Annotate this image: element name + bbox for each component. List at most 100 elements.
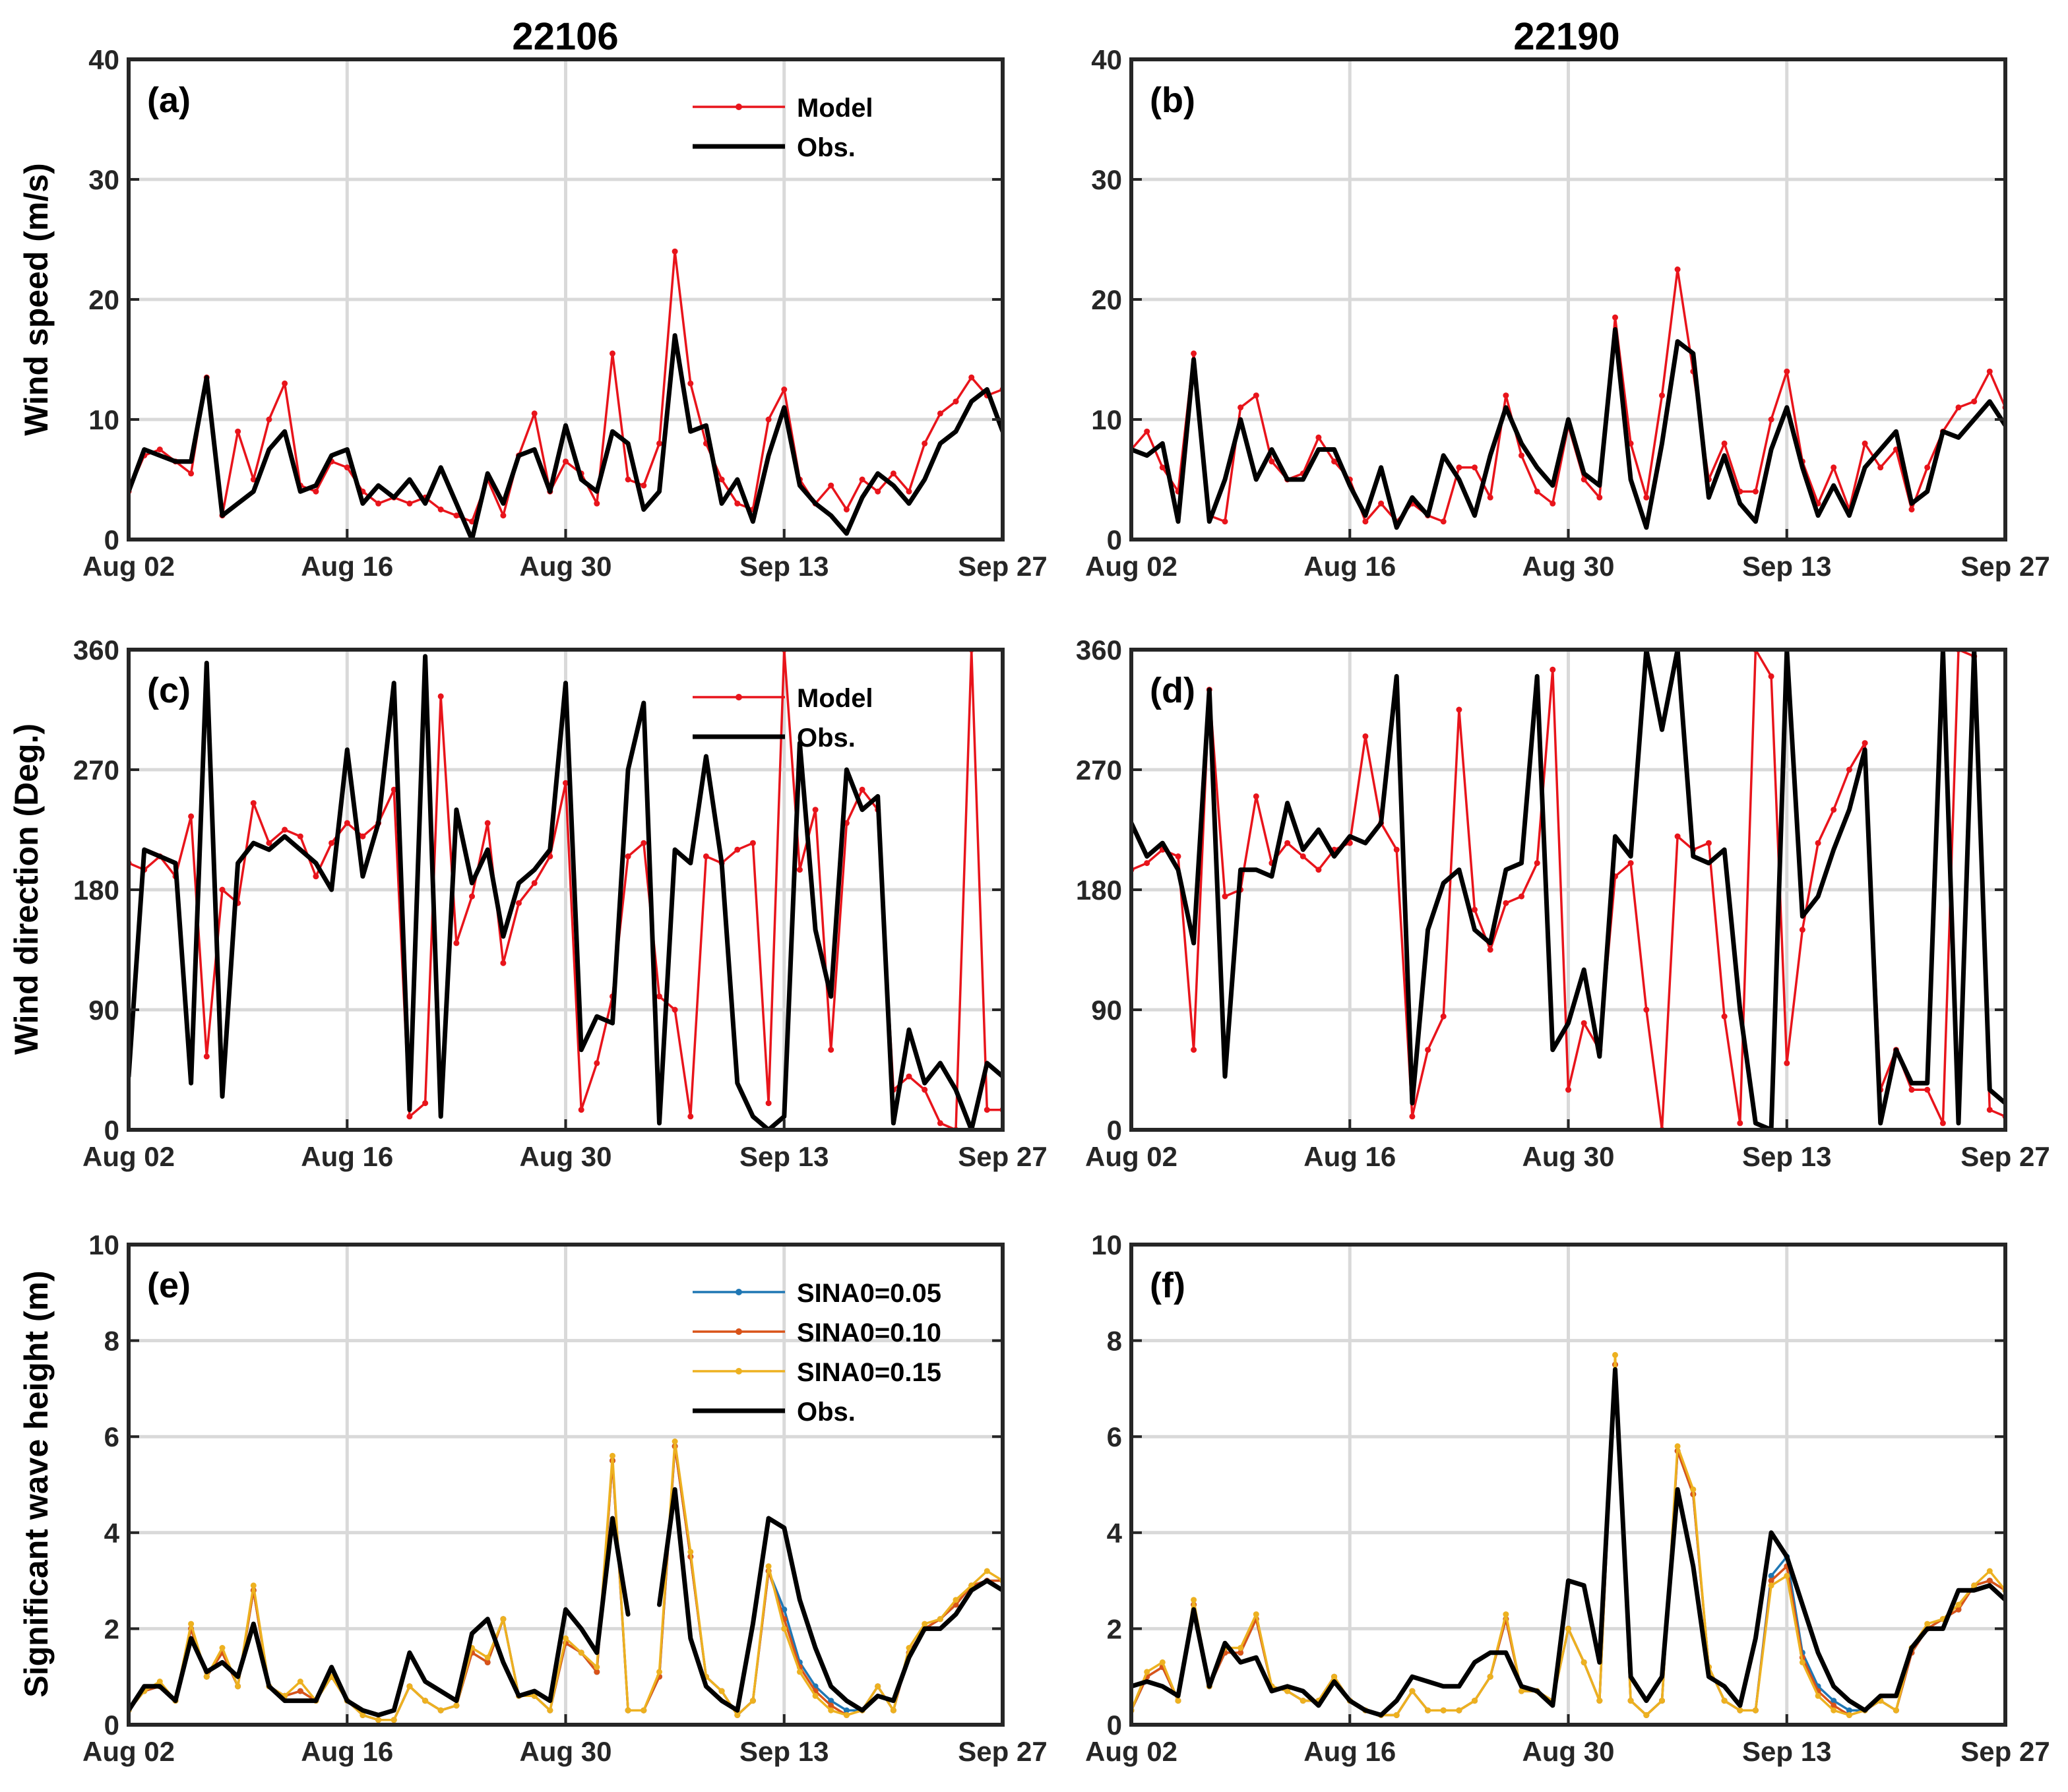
data-point-model (984, 1107, 990, 1113)
data-point-sina0-0-15 (625, 1707, 631, 1714)
data-point-sina0-0-10 (1955, 1606, 1962, 1613)
data-point-sina0-0-15 (1159, 1659, 1166, 1665)
legend-label-sina0-0-10: SINA0=0.10 (797, 1318, 941, 1347)
data-point-sina0-0-15 (796, 1669, 803, 1675)
data-point-sina0-0-15 (453, 1702, 460, 1709)
data-point-model (594, 500, 600, 507)
x-tick-label: Aug 02 (82, 1141, 175, 1172)
data-point-sina0-0-15 (1175, 1698, 1181, 1704)
data-point-model (843, 507, 850, 512)
y-tick-label: 4 (1107, 1518, 1123, 1549)
data-point-sina0-0-15 (922, 1621, 928, 1627)
data-point-model (1519, 893, 1524, 900)
data-point-model (765, 1100, 772, 1107)
data-point-model (937, 410, 943, 417)
data-point-model (1534, 860, 1540, 867)
data-point-model (1238, 404, 1244, 411)
data-point-model (594, 1060, 600, 1066)
x-tick-label: Aug 02 (1085, 551, 1177, 582)
data-point-model (625, 476, 631, 483)
data-point-sina0-0-15 (484, 1654, 491, 1661)
series-layer (129, 248, 1003, 540)
data-point-model (968, 374, 975, 381)
data-point-sina0-0-15 (1659, 1698, 1665, 1704)
ylabel-significant-wave-height: Significant wave height (m) (18, 1270, 55, 1697)
data-point-model (687, 380, 694, 386)
data-point-model (188, 813, 195, 820)
data-point-sina0-0-15 (1253, 1611, 1259, 1618)
panel-c-wind-direction-22106: 0 90 180 270 360 Aug 02 Aug 16 Aug 30 Sep 13 Sep … (73, 634, 1048, 1172)
y-tick-label: 360 (1076, 634, 1122, 665)
data-point-model (531, 880, 538, 886)
data-point-model (1955, 404, 1962, 411)
data-point-model (672, 248, 678, 255)
data-point-model (469, 893, 475, 900)
data-point-sina0-0-15 (391, 1717, 397, 1723)
data-point-model (1175, 853, 1181, 859)
data-point-model (1581, 1020, 1587, 1026)
data-point-model (437, 693, 444, 700)
column-title-22106: 22106 (512, 15, 618, 58)
data-point-model (1565, 1086, 1571, 1093)
data-point-model (1159, 464, 1166, 471)
data-point-model (1487, 946, 1493, 953)
data-point-model (1674, 266, 1681, 272)
data-point-model (656, 440, 662, 447)
y-tick-label: 20 (1091, 284, 1122, 315)
data-point-model (469, 518, 475, 525)
data-point-sina0-0-15 (828, 1707, 834, 1714)
data-point-sina0-0-15 (1472, 1698, 1478, 1704)
ylabel-wind-direction: Wind direction (Deg.) (8, 724, 45, 1055)
data-point-model (1362, 733, 1369, 739)
data-point-sina0-0-15 (500, 1616, 507, 1622)
data-point-model (282, 826, 288, 833)
data-point-model (1831, 464, 1837, 471)
data-point-sina0-0-10 (1238, 1650, 1244, 1656)
data-point-sina0-0-15 (1487, 1673, 1493, 1680)
data-point-model (1456, 464, 1462, 471)
data-point-sina0-0-15 (641, 1707, 647, 1714)
x-tick-label: Aug 30 (1522, 1141, 1614, 1172)
data-point-sina0-0-15 (188, 1621, 195, 1627)
panel-d-wind-direction-22190: 0 90 180 270 360 Aug 02 Aug 16 Aug 30 Sep 13 Sep … (1076, 634, 2050, 1172)
data-point-sina0-0-15 (250, 1582, 257, 1589)
x-tick-label: Sep 13 (1742, 1736, 1831, 1767)
data-point-sina0-0-15 (1144, 1669, 1150, 1675)
data-point-sina0-0-15 (984, 1568, 990, 1574)
data-point-model (922, 440, 928, 447)
data-point-model (1596, 494, 1603, 501)
x-tick-label: Sep 27 (958, 1736, 1047, 1767)
data-point-model (641, 482, 647, 489)
data-point-model (406, 1113, 413, 1120)
data-point-model (313, 488, 319, 495)
data-point-model (516, 900, 522, 906)
data-point-sina0-0-15 (906, 1645, 912, 1651)
data-point-model (391, 786, 397, 793)
data-point-model (1253, 392, 1259, 399)
data-point-sina0-0-15 (1565, 1625, 1571, 1632)
series-layer (1131, 650, 2005, 1130)
data-point-model (1269, 458, 1275, 465)
data-point-sina0-0-15 (547, 1707, 553, 1714)
series-layer (1131, 1351, 2005, 1718)
data-point-model (1939, 1120, 1946, 1127)
data-point-sina0-0-15 (203, 1673, 210, 1680)
y-tick-label: 10 (88, 1229, 119, 1260)
data-point-model (297, 833, 303, 840)
data-point-model (344, 464, 350, 471)
legend-label-model: Model (797, 684, 873, 713)
data-point-model (500, 512, 507, 519)
data-point-sina0-0-10 (1768, 1578, 1774, 1584)
y-tick-label: 0 (1107, 524, 1122, 555)
data-point-model (1643, 1006, 1650, 1013)
data-point-model (188, 470, 195, 477)
x-tick-label: Aug 16 (1303, 1736, 1396, 1767)
data-point-model (1534, 488, 1540, 495)
legend-label-sina0-0-05: SINA0=0.05 (797, 1279, 941, 1308)
panel-label: (a) (147, 80, 191, 120)
column-title-22190: 22190 (1513, 15, 1619, 58)
data-point-model (203, 1053, 210, 1060)
x-tick-label: Aug 30 (519, 551, 611, 582)
data-point-model (1362, 518, 1369, 525)
